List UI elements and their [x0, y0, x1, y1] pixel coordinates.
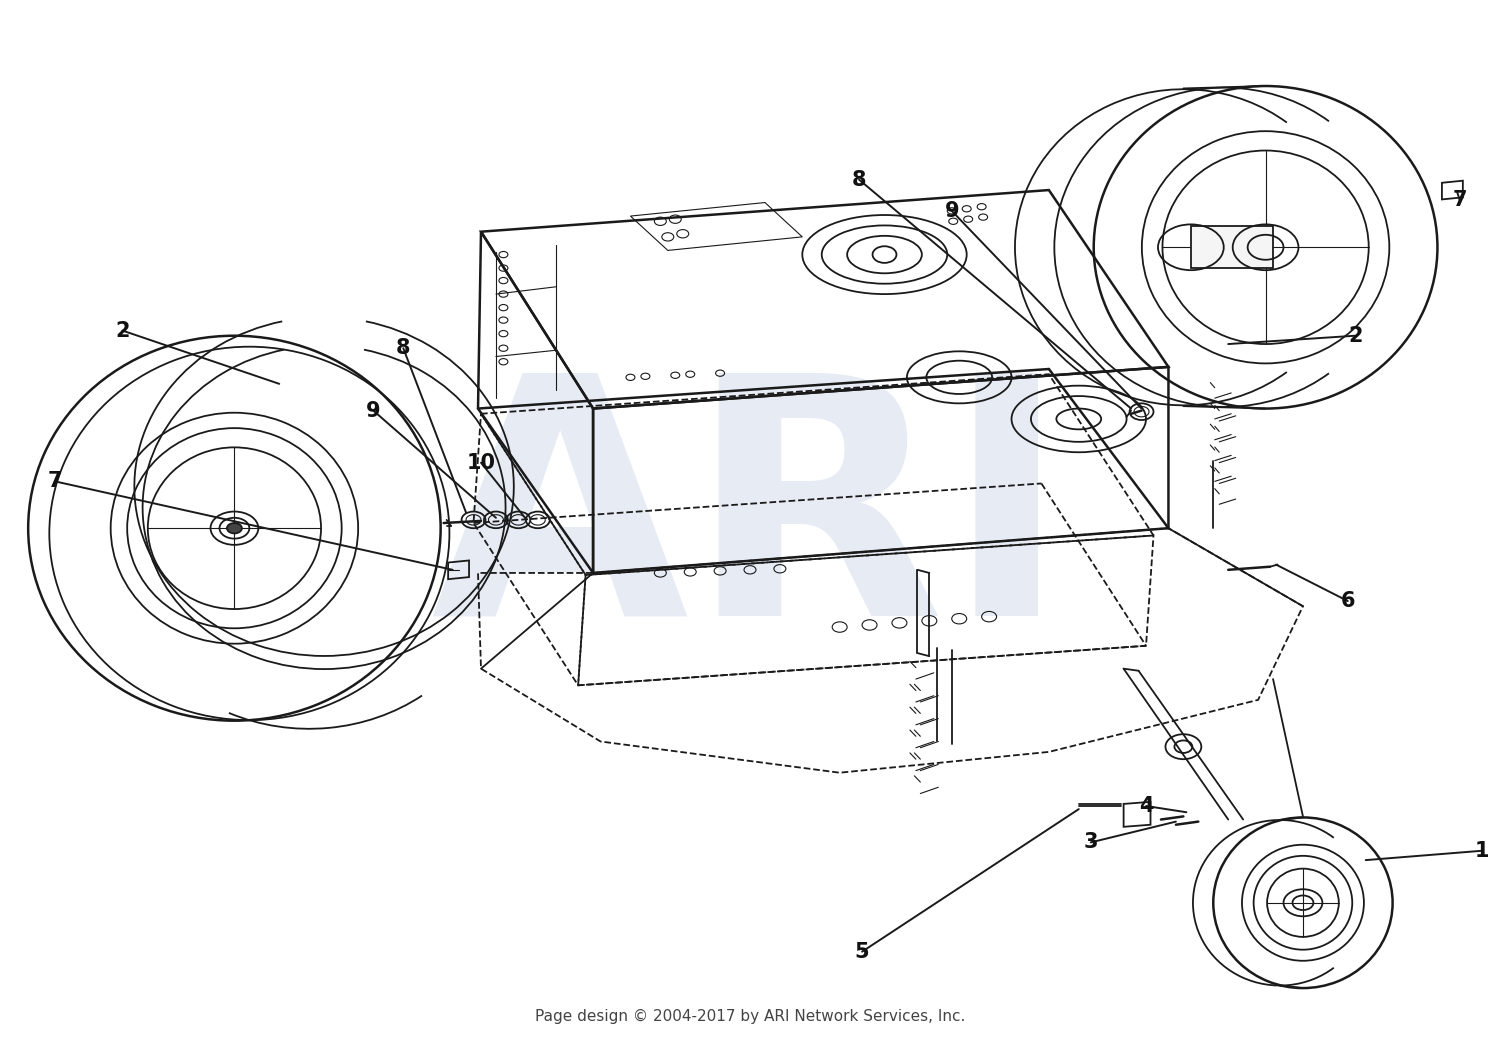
Polygon shape — [1191, 227, 1274, 268]
Text: 7: 7 — [48, 472, 63, 492]
Text: 2: 2 — [116, 320, 129, 341]
Text: Page design © 2004-2017 by ARI Network Services, Inc.: Page design © 2004-2017 by ARI Network S… — [536, 1009, 964, 1024]
Text: 8: 8 — [852, 169, 867, 189]
Text: 5: 5 — [855, 941, 870, 961]
Text: 1: 1 — [1474, 841, 1490, 861]
Text: 9: 9 — [945, 201, 958, 221]
Text: 3: 3 — [1083, 833, 1098, 852]
Text: 7: 7 — [1452, 190, 1467, 210]
Text: 8: 8 — [396, 338, 411, 358]
Circle shape — [226, 523, 242, 533]
Text: ARI: ARI — [430, 362, 1070, 684]
Text: 10: 10 — [466, 453, 495, 473]
Text: 4: 4 — [1138, 796, 1154, 816]
Text: 9: 9 — [366, 401, 381, 420]
Text: 2: 2 — [1348, 325, 1362, 346]
Text: 6: 6 — [1341, 591, 1354, 611]
